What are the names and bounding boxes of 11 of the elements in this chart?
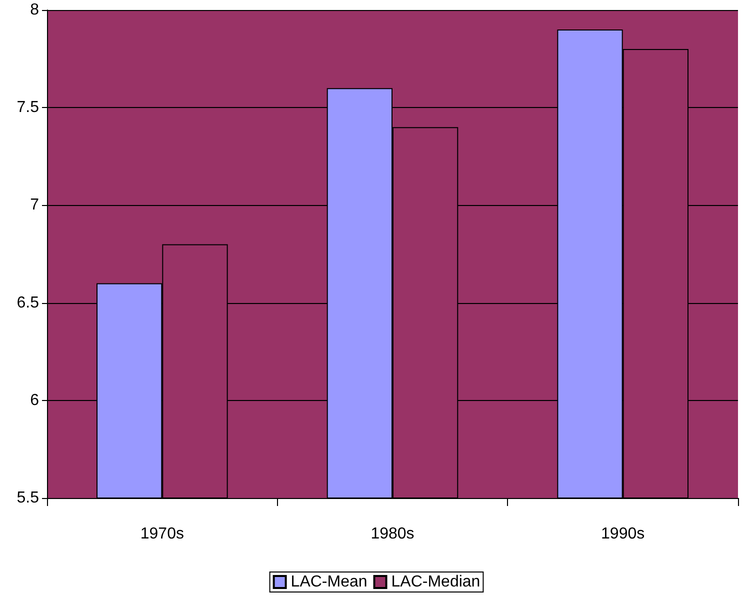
legend-label: LAC-Median xyxy=(391,574,480,590)
y-tick-label: 6.5 xyxy=(16,294,40,312)
y-tick-label: 8 xyxy=(30,2,40,18)
y-tick-label: 6 xyxy=(30,392,40,409)
x-tick-label: 1980s xyxy=(370,526,414,542)
y-tick-label: 5.5 xyxy=(16,490,40,506)
x-tick-label: 1990s xyxy=(601,526,645,542)
y-tick-label: 7 xyxy=(30,196,40,214)
legend-label: LAC-Mean xyxy=(290,574,368,590)
y-tick-label: 7.5 xyxy=(16,99,40,116)
x-tick-label: 1970s xyxy=(140,526,184,542)
